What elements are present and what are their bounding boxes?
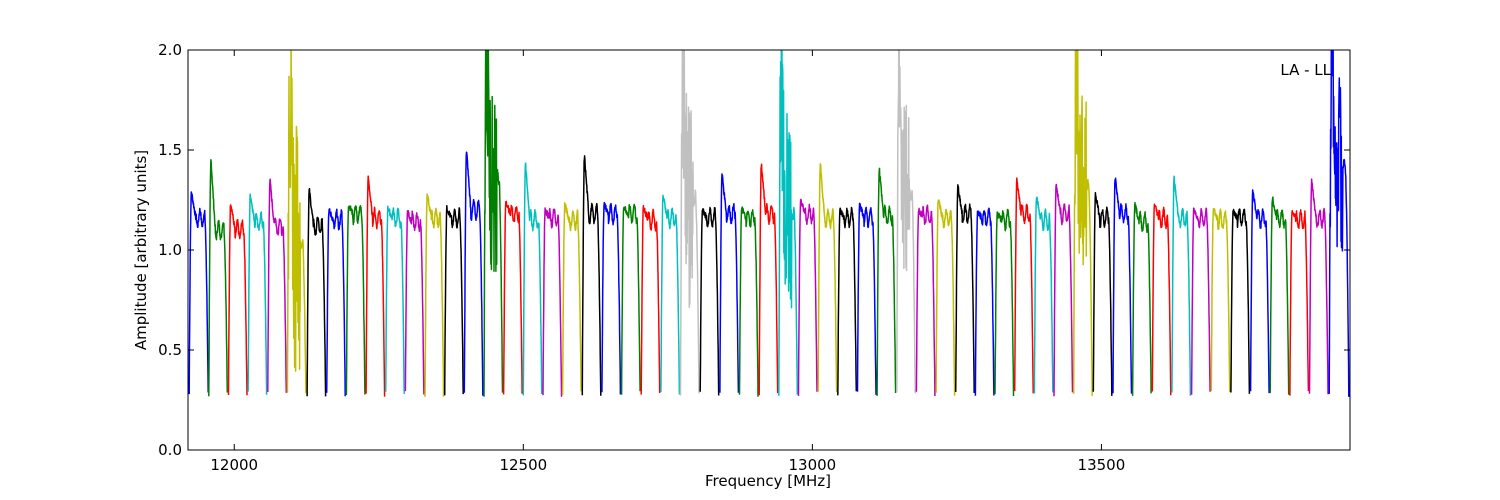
- spectral-window-trace: [581, 155, 602, 396]
- spectral-window-trace: [797, 198, 818, 396]
- spectral-window-trace: [778, 50, 799, 396]
- y-tick-label: 1.0: [158, 241, 182, 259]
- spectral-window-trace: [758, 163, 779, 396]
- spectral-window-trace: [640, 205, 661, 395]
- spectral-window-trace: [896, 50, 917, 394]
- spectral-window-trace: [1072, 50, 1093, 396]
- spectral-window-trace: [483, 50, 504, 397]
- y-tick-label: 0.0: [158, 441, 182, 459]
- spectral-window-trace: [1053, 183, 1074, 397]
- spectral-window-trace: [719, 173, 740, 393]
- spectral-window-trace: [915, 204, 936, 397]
- spectral-window-trace: [365, 175, 386, 397]
- spectral-window-trace: [856, 202, 877, 395]
- spectral-window-trace: [247, 193, 268, 395]
- spectral-window-trace: [817, 163, 838, 393]
- spectral-window-trace: [443, 204, 464, 396]
- spectral-window-trace: [404, 210, 425, 395]
- spectral-window-trace: [935, 199, 956, 396]
- x-tick-label: 12000: [210, 456, 258, 474]
- spectral-window-trace: [227, 204, 248, 396]
- plot-annotation: LA - LL: [1280, 61, 1331, 79]
- x-tick-label: 13000: [788, 456, 836, 474]
- spectral-window-trace: [1112, 177, 1133, 394]
- y-tick-label: 1.5: [158, 141, 182, 159]
- spectral-window-trace: [384, 205, 405, 394]
- spectral-window-trace: [542, 207, 563, 397]
- spectral-window-trace: [1092, 191, 1113, 396]
- spectral-window-trace: [1131, 201, 1152, 396]
- spectral-window-trace: [502, 200, 523, 395]
- x-axis-label: Frequency [MHz]: [705, 472, 831, 490]
- spectral-window-trace: [286, 50, 307, 394]
- spectral-window-trace: [1210, 207, 1231, 393]
- spectral-window-trace: [699, 206, 720, 396]
- y-tick-label: 2.0: [158, 41, 182, 59]
- y-axis-ticks: 0.0 0.5 1.0 1.5 2.0: [158, 41, 1350, 459]
- spectral-window-trace: [837, 206, 858, 396]
- spectral-window-trace: [876, 167, 897, 396]
- spectral-window-trace: [1249, 189, 1270, 394]
- spectral-window-trace: [463, 151, 484, 396]
- spectral-window-trace: [660, 194, 681, 395]
- spectral-window-trace: [522, 162, 543, 396]
- spectral-window-trace: [188, 191, 209, 395]
- spectral-window-trace: [620, 203, 641, 395]
- spectral-window-trace: [208, 159, 229, 397]
- spectral-window-trace: [1151, 203, 1172, 396]
- y-tick-label: 0.5: [158, 341, 182, 359]
- spectrum-traces: [188, 50, 1350, 397]
- spectral-window-trace: [1289, 209, 1310, 396]
- spectral-window-trace: [738, 206, 759, 397]
- spectral-window-trace: [306, 187, 327, 397]
- spectral-window-trace: [1269, 196, 1290, 395]
- spectral-window-trace: [679, 50, 700, 396]
- spectral-window-trace: [1328, 50, 1350, 397]
- x-tick-label: 12500: [499, 456, 547, 474]
- spectral-window-trace: [1190, 207, 1211, 395]
- spectral-window-trace: [424, 193, 445, 397]
- spectral-window-trace: [561, 202, 582, 396]
- spectral-window-trace: [994, 208, 1015, 397]
- spectral-window-trace: [267, 178, 288, 393]
- y-axis-label: Amplitude [arbitrary units]: [132, 150, 150, 350]
- spectral-window-trace: [1230, 208, 1251, 394]
- spectral-window-trace: [345, 204, 366, 396]
- spectral-window-trace: [974, 207, 995, 396]
- x-tick-label: 13500: [1078, 456, 1126, 474]
- plot-area: [187, 49, 1351, 451]
- spectral-window-trace: [1308, 178, 1329, 395]
- spectral-window-trace: [1033, 196, 1054, 394]
- x-axis-ticks: 12000 12500 13000 13500: [210, 50, 1125, 474]
- spectral-window-trace: [954, 184, 975, 394]
- spectral-window-trace: [601, 201, 622, 395]
- spectral-window-trace: [1013, 177, 1034, 394]
- spectral-window-trace: [325, 208, 346, 397]
- spectral-window-trace: [1171, 175, 1192, 396]
